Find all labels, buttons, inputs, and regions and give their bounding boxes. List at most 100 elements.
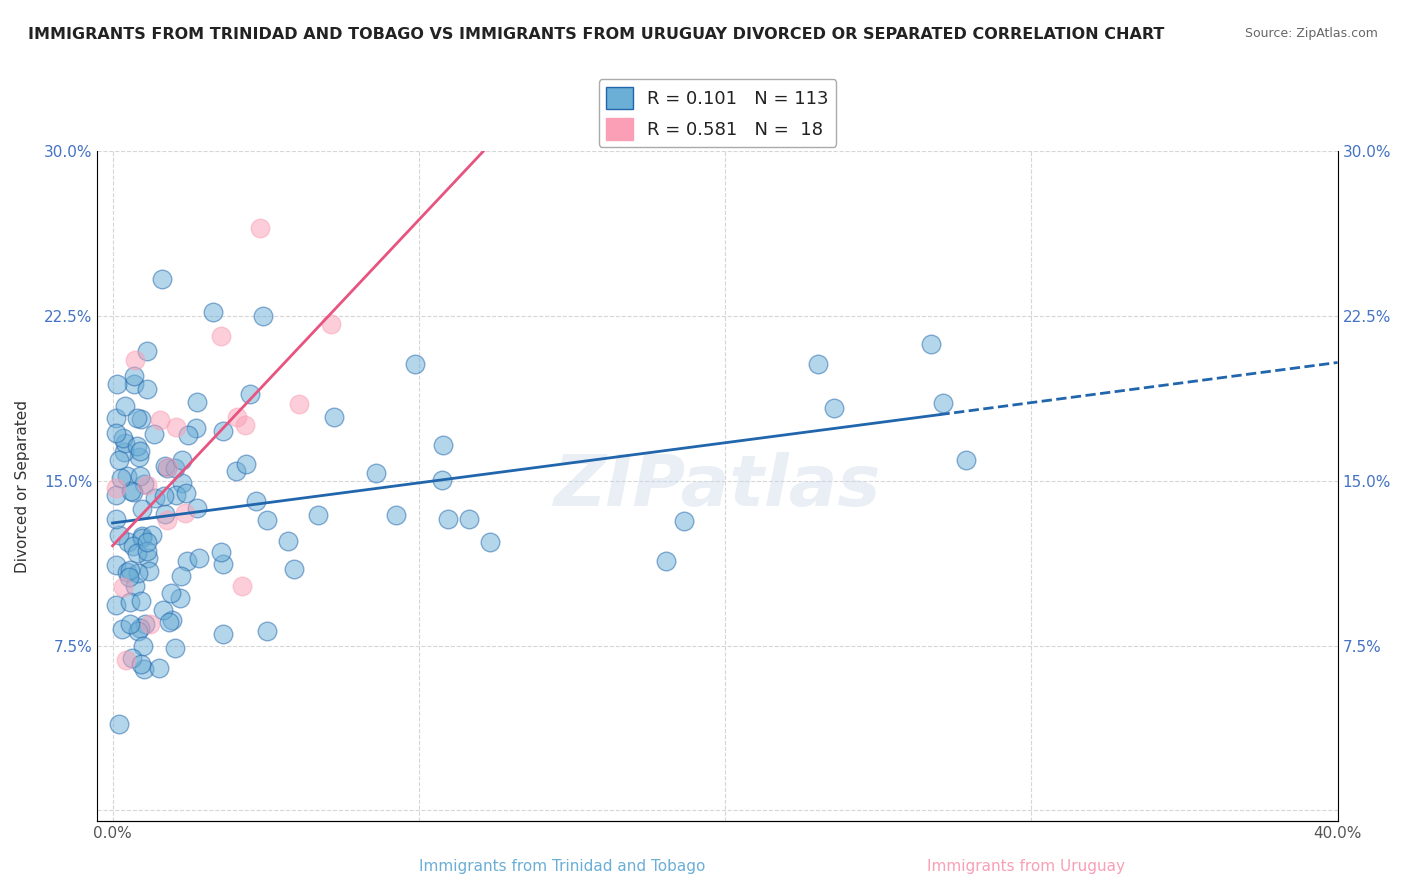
tt	[108, 453, 131, 467]
tt	[201, 305, 224, 319]
tt	[105, 488, 128, 502]
tt	[112, 445, 135, 459]
tt	[131, 531, 153, 545]
uy	[173, 506, 195, 520]
tt	[153, 507, 176, 521]
tt	[188, 550, 211, 565]
tt	[112, 431, 135, 445]
tt	[160, 586, 183, 600]
tt	[118, 616, 141, 631]
tt	[104, 512, 127, 526]
Y-axis label: Divorced or Separated: Divorced or Separated	[15, 400, 30, 573]
tt	[135, 382, 157, 396]
tt	[108, 527, 131, 541]
tt	[307, 508, 329, 523]
tt	[115, 469, 138, 483]
tt	[110, 471, 132, 485]
tt	[165, 488, 187, 502]
tt	[655, 553, 678, 567]
tt	[120, 483, 142, 498]
tt	[150, 272, 173, 286]
tt	[156, 460, 179, 475]
uy	[111, 580, 134, 594]
tt	[143, 491, 166, 505]
tt	[129, 657, 152, 671]
tt	[186, 395, 208, 409]
Legend: R = 0.101   N = 113, R = 0.581   N =  18: R = 0.101 N = 113, R = 0.581 N = 18	[599, 79, 837, 147]
tt	[209, 545, 232, 559]
tt	[225, 464, 247, 478]
tt	[118, 563, 141, 577]
tt	[186, 421, 208, 435]
uy	[104, 481, 127, 495]
tt	[436, 512, 458, 526]
tt	[142, 427, 165, 442]
tt	[823, 401, 845, 416]
tt	[186, 500, 208, 515]
tt	[955, 452, 977, 467]
uy	[225, 409, 247, 424]
uy	[249, 220, 271, 235]
tt	[105, 376, 128, 391]
uy	[233, 417, 256, 432]
tt	[932, 396, 955, 410]
tt	[135, 535, 157, 549]
tt	[673, 514, 696, 528]
tt	[118, 570, 141, 584]
uy	[209, 329, 232, 343]
tt	[384, 508, 406, 522]
tt	[235, 457, 257, 471]
tt	[127, 624, 149, 639]
uy	[124, 353, 146, 368]
tt	[176, 427, 198, 442]
tt	[122, 368, 145, 383]
uy	[321, 317, 343, 331]
tt	[114, 436, 136, 450]
tt	[117, 534, 139, 549]
tt	[283, 562, 305, 576]
tt	[364, 467, 387, 481]
tt	[256, 624, 278, 638]
tt	[152, 603, 174, 617]
tt	[128, 444, 150, 458]
uy	[139, 617, 162, 632]
uy	[287, 397, 309, 411]
Text: Source: ZipAtlas.com: Source: ZipAtlas.com	[1244, 27, 1378, 40]
tt	[256, 513, 278, 527]
Text: Immigrants from Trinidad and Tobago: Immigrants from Trinidad and Tobago	[419, 859, 706, 874]
tt	[129, 594, 152, 608]
tt	[432, 438, 454, 452]
tt	[135, 343, 157, 358]
tt	[104, 558, 127, 573]
tt	[108, 716, 131, 731]
tt	[127, 566, 149, 581]
tt	[153, 489, 176, 503]
tt	[277, 534, 299, 549]
tt	[157, 615, 180, 630]
tt	[211, 557, 233, 571]
tt	[170, 569, 193, 583]
tt	[122, 377, 145, 392]
tt	[117, 565, 139, 579]
tt	[127, 411, 149, 425]
tt	[807, 358, 830, 372]
tt	[131, 502, 153, 516]
tt	[239, 387, 262, 401]
tt	[160, 613, 183, 627]
tt	[129, 411, 152, 425]
tt	[432, 473, 454, 487]
tt	[252, 309, 274, 323]
tt	[136, 551, 159, 566]
tt	[104, 598, 127, 612]
uy	[156, 513, 179, 527]
tt	[920, 336, 942, 351]
tt	[457, 511, 479, 525]
tt	[134, 477, 156, 491]
tt	[105, 411, 128, 425]
tt	[479, 535, 502, 549]
tt	[163, 641, 186, 656]
tt	[141, 528, 163, 542]
tt	[104, 426, 127, 441]
tt	[134, 617, 156, 632]
tt	[176, 554, 198, 568]
